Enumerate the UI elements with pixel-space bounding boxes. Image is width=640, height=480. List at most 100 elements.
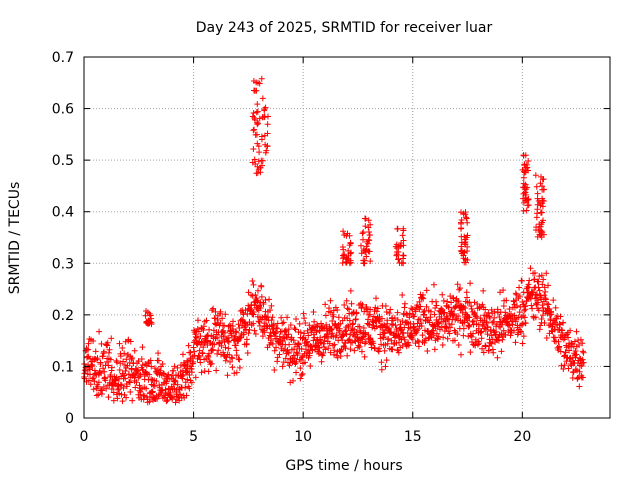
data-point — [538, 272, 545, 279]
data-point — [190, 358, 197, 365]
data-point — [345, 247, 352, 254]
data-point — [249, 277, 256, 284]
data-point — [222, 357, 229, 364]
data-point — [482, 306, 489, 313]
data-point — [394, 309, 401, 316]
data-point — [487, 339, 494, 346]
data-point — [302, 320, 309, 327]
data-point — [457, 285, 464, 292]
data-point — [359, 301, 366, 308]
data-point — [537, 322, 544, 329]
data-point — [214, 350, 221, 357]
data-point — [293, 349, 300, 356]
data-point — [507, 310, 514, 317]
data-point — [370, 313, 377, 320]
data-point — [231, 370, 238, 377]
data-point — [379, 315, 386, 322]
data-point — [366, 232, 373, 239]
data-point — [506, 306, 513, 313]
data-point — [535, 278, 542, 285]
data-point — [246, 326, 253, 333]
data-point — [496, 314, 503, 321]
data-point — [474, 300, 481, 307]
data-point — [366, 321, 373, 328]
data-point — [159, 387, 166, 394]
data-point — [451, 327, 458, 334]
data-point — [210, 347, 217, 354]
data-point — [171, 363, 178, 370]
data-point — [218, 342, 225, 349]
data-point — [205, 368, 212, 375]
data-point — [180, 371, 187, 378]
data-point — [85, 377, 92, 384]
data-point — [465, 323, 472, 330]
data-point — [261, 329, 268, 336]
data-point — [405, 342, 412, 349]
data-point — [425, 335, 432, 342]
data-point — [380, 329, 387, 336]
data-point — [287, 321, 294, 328]
data-point — [458, 216, 465, 223]
data-point — [500, 302, 507, 309]
data-point — [182, 384, 189, 391]
data-point — [398, 240, 405, 247]
data-point — [256, 115, 263, 122]
data-point — [406, 314, 413, 321]
data-point — [121, 362, 128, 369]
data-point — [107, 356, 114, 363]
data-point — [271, 367, 278, 374]
data-point — [518, 277, 525, 284]
data-point — [146, 318, 153, 325]
data-point — [534, 210, 541, 217]
data-point — [498, 348, 505, 355]
data-point — [259, 95, 266, 102]
data-point — [362, 331, 369, 338]
data-point — [291, 355, 298, 362]
data-point — [245, 330, 252, 337]
data-point — [388, 321, 395, 328]
data-point — [545, 282, 552, 289]
data-point — [497, 289, 504, 296]
data-point — [464, 294, 471, 301]
data-point — [389, 346, 396, 353]
data-point — [192, 374, 199, 381]
data-point — [367, 311, 374, 318]
data-point — [362, 338, 369, 345]
data-point — [242, 322, 249, 329]
data-point — [400, 334, 407, 341]
data-point — [320, 340, 327, 347]
data-point — [430, 281, 437, 288]
data-point — [470, 330, 477, 337]
data-point — [559, 327, 566, 334]
data-point — [153, 378, 160, 385]
data-point — [322, 312, 329, 319]
data-point — [258, 133, 265, 140]
data-point — [184, 376, 191, 383]
data-point — [376, 345, 383, 352]
data-point — [294, 350, 301, 357]
data-point — [328, 326, 335, 333]
data-point — [256, 149, 263, 156]
data-point — [461, 249, 468, 256]
data-point — [521, 162, 528, 169]
data-point — [351, 347, 358, 354]
data-point — [424, 347, 431, 354]
data-point — [468, 333, 475, 340]
data-point — [478, 335, 485, 342]
data-point — [379, 334, 386, 341]
data-point — [123, 394, 130, 401]
data-point — [547, 315, 554, 322]
data-point — [187, 349, 194, 356]
data-point — [455, 317, 461, 324]
data-point — [409, 336, 416, 343]
data-point — [146, 371, 153, 378]
data-point — [460, 325, 467, 332]
data-point — [488, 340, 495, 347]
data-point — [155, 350, 162, 357]
data-point — [361, 340, 368, 347]
data-point — [250, 308, 257, 315]
data-point — [440, 334, 447, 341]
data-point — [480, 349, 487, 356]
data-point — [395, 349, 402, 356]
